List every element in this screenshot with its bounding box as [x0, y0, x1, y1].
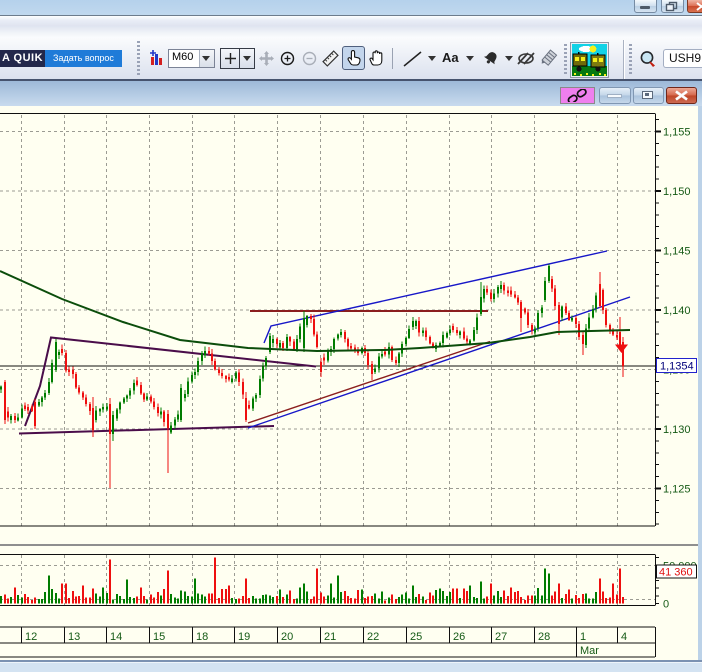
svg-text:18: 18: [196, 631, 208, 643]
svg-text:Mar: Mar: [580, 645, 599, 657]
svg-text:1,125: 1,125: [663, 484, 691, 496]
svg-text:1,130: 1,130: [663, 424, 691, 436]
svg-text:19: 19: [238, 631, 250, 643]
svg-text:12: 12: [25, 631, 37, 643]
svg-text:1,155: 1,155: [663, 127, 691, 139]
svg-text:1,1354: 1,1354: [660, 361, 694, 373]
svg-text:26: 26: [453, 631, 465, 643]
svg-text:20: 20: [281, 631, 293, 643]
svg-text:1,145: 1,145: [663, 246, 691, 258]
svg-text:21: 21: [324, 631, 336, 643]
svg-text:25: 25: [410, 631, 422, 643]
svg-text:1,140: 1,140: [663, 305, 691, 317]
svg-text:27: 27: [495, 631, 507, 643]
svg-text:14: 14: [110, 631, 122, 643]
svg-text:22: 22: [367, 631, 379, 643]
svg-text:13: 13: [68, 631, 80, 643]
svg-text:1,150: 1,150: [663, 186, 691, 198]
svg-text:41 360: 41 360: [659, 567, 693, 579]
svg-text:0: 0: [663, 599, 669, 611]
svg-text:1: 1: [580, 631, 586, 643]
svg-text:28: 28: [538, 631, 550, 643]
svg-text:4: 4: [621, 631, 627, 643]
svg-text:15: 15: [153, 631, 165, 643]
